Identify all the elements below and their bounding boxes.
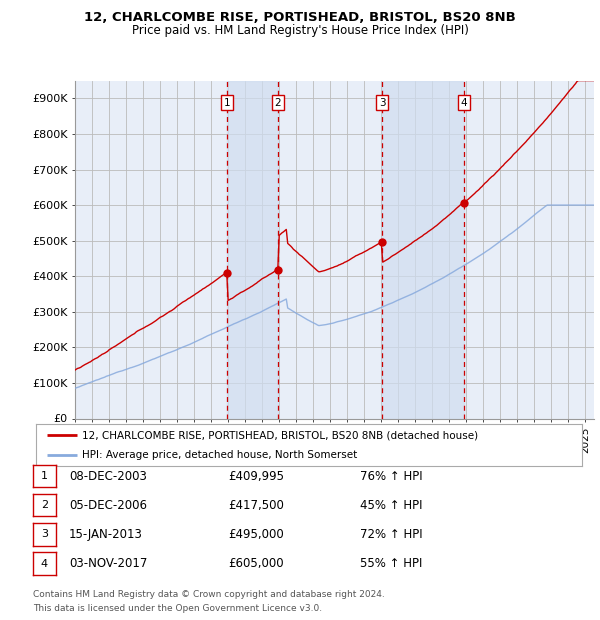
Text: 12, CHARLCOMBE RISE, PORTISHEAD, BRISTOL, BS20 8NB (detached house): 12, CHARLCOMBE RISE, PORTISHEAD, BRISTOL… [82, 430, 479, 440]
Text: This data is licensed under the Open Government Licence v3.0.: This data is licensed under the Open Gov… [33, 604, 322, 613]
Text: 4: 4 [460, 97, 467, 107]
Text: 55% ↑ HPI: 55% ↑ HPI [360, 557, 422, 570]
Text: Price paid vs. HM Land Registry's House Price Index (HPI): Price paid vs. HM Land Registry's House … [131, 24, 469, 37]
Text: 05-DEC-2006: 05-DEC-2006 [69, 499, 147, 511]
Text: £417,500: £417,500 [228, 499, 284, 511]
Text: 72% ↑ HPI: 72% ↑ HPI [360, 528, 422, 541]
Text: £605,000: £605,000 [228, 557, 284, 570]
Text: 2: 2 [275, 97, 281, 107]
Text: 3: 3 [41, 529, 48, 539]
Bar [227, 81, 278, 419]
Text: Contains HM Land Registry data © Crown copyright and database right 2024.: Contains HM Land Registry data © Crown c… [33, 590, 385, 600]
Text: 03-NOV-2017: 03-NOV-2017 [69, 557, 148, 570]
Text: 1: 1 [223, 97, 230, 107]
Text: 1: 1 [41, 471, 48, 481]
Text: 12, CHARLCOMBE RISE, PORTISHEAD, BRISTOL, BS20 8NB: 12, CHARLCOMBE RISE, PORTISHEAD, BRISTOL… [84, 11, 516, 24]
Text: 15-JAN-2013: 15-JAN-2013 [69, 528, 143, 541]
Text: 08-DEC-2003: 08-DEC-2003 [69, 470, 147, 482]
Text: HPI: Average price, detached house, North Somerset: HPI: Average price, detached house, Nort… [82, 450, 358, 460]
Text: 4: 4 [41, 559, 48, 569]
Text: 45% ↑ HPI: 45% ↑ HPI [360, 499, 422, 511]
Text: £409,995: £409,995 [228, 470, 284, 482]
Text: £495,000: £495,000 [228, 528, 284, 541]
Text: 76% ↑ HPI: 76% ↑ HPI [360, 470, 422, 482]
Text: 2: 2 [41, 500, 48, 510]
Text: 3: 3 [379, 97, 385, 107]
Bar [382, 81, 464, 419]
